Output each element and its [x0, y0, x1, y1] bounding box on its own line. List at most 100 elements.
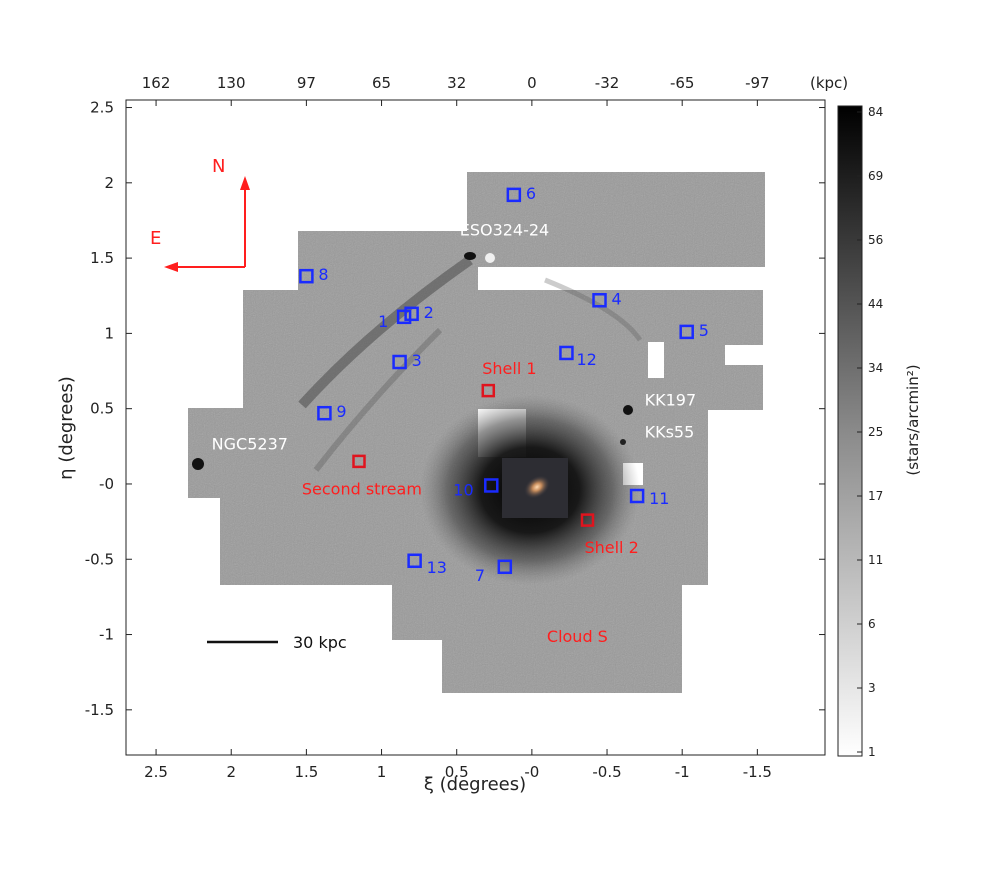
blue-field-box: [317, 405, 332, 421]
x-tick-label: -0.5: [592, 763, 621, 781]
top-tick-label: -65: [670, 74, 695, 92]
blue-field-box: [497, 559, 513, 575]
x-tick-label: -1: [675, 763, 690, 781]
blue-field-box: [299, 268, 314, 284]
masked-region: [648, 342, 664, 378]
y-axis-ticks: 2.5 2 1.5 1 0.5 -0 -0.5 -1 -1.5: [85, 99, 825, 719]
x-tick-label: 1.5: [294, 763, 318, 781]
object-label: ESO324-24: [460, 221, 550, 240]
ngc5237-galaxy: [192, 458, 204, 470]
colorbar-tick-label: 56: [868, 233, 883, 247]
compass-north-label: N: [212, 156, 225, 177]
y-tick-label: 2: [104, 174, 114, 192]
colorbar-tick-label: 11: [868, 553, 883, 567]
main-stream: [298, 255, 473, 409]
colorbar-tick-label: 84: [868, 105, 883, 119]
x-axis-ticks: 2.5 2 1.5 1 0.5 -0 -0.5 -1 -1.5: [144, 100, 772, 781]
feature-label: Cloud S: [547, 627, 608, 646]
colorbar-tick-label: 34: [868, 361, 883, 375]
north-stream: [544, 277, 643, 342]
blue-field-label: 2: [424, 303, 434, 322]
eso324-24-galaxy: [464, 252, 476, 260]
kk197-galaxy: [623, 405, 633, 415]
top-tick-label: 0: [527, 74, 537, 92]
top-tick-label: 32: [447, 74, 466, 92]
top-tick-label: -97: [745, 74, 770, 92]
blue-field-box: [407, 553, 422, 569]
blue-field-box: [506, 187, 522, 203]
x-axis-title: ξ (degrees): [424, 774, 526, 795]
blue-field-label: 10: [453, 480, 473, 499]
blue-field-box: [404, 306, 419, 322]
feature-label: Shell 1: [482, 359, 536, 378]
blue-field-label: 7: [475, 566, 485, 585]
blue-field-label: 8: [318, 265, 328, 284]
masked-region: [725, 345, 765, 365]
blue-field-label: 6: [526, 184, 536, 203]
y-tick-label: -1: [99, 626, 114, 644]
y-tick-label: 2.5: [90, 99, 114, 117]
kks55-galaxy: [620, 439, 626, 445]
colorbar-tick-label: 6: [868, 617, 876, 631]
blue-field-box: [592, 293, 607, 308]
red-fields: [352, 383, 595, 527]
compass-east-label: E: [150, 228, 161, 249]
blue-field-box: [396, 309, 412, 325]
blue-field-box: [559, 345, 574, 361]
eso324-24-star: [485, 253, 495, 263]
colorbar-tick-label: 1: [868, 745, 876, 759]
y-axis-title: η (degrees): [56, 376, 77, 480]
colorbar-title: (stars/arcmin²): [904, 364, 922, 475]
colorbar-tick-label: 44: [868, 297, 883, 311]
white-annotations: ESO324-24 KK197 KKs55 NGC5237: [212, 221, 696, 454]
second-stream: [313, 327, 443, 472]
survey-footprint: [188, 172, 765, 693]
y-tick-label: 0.5: [90, 400, 114, 418]
colorbar-tick-label: 69: [868, 169, 883, 183]
colorbar-tick-label: 17: [868, 489, 883, 503]
blue-field-label: 3: [412, 351, 422, 370]
blue-field-label: 4: [612, 289, 622, 308]
scale-bar-label: 30 kpc: [293, 633, 347, 652]
x-tick-label: -0: [524, 763, 539, 781]
x-tick-label: 2: [226, 763, 236, 781]
blue-field-box: [484, 478, 499, 493]
top-tick-label: 65: [372, 74, 391, 92]
blue-field-label: 13: [427, 558, 447, 577]
top-tick-label: 162: [142, 74, 171, 92]
red-field-box: [352, 454, 366, 469]
red-annotations: Shell 1 Second stream Shell 2 Cloud S: [302, 359, 639, 646]
colorbar-ticks: 84 69 56 44 34 25 17 11 6 3 1: [857, 105, 883, 759]
red-field-box: [481, 383, 496, 398]
blue-field-box: [392, 354, 407, 370]
x-tick-label: 0.5: [445, 763, 469, 781]
y-tick-label: 1.5: [90, 249, 114, 267]
blue-field-label: 5: [699, 321, 709, 340]
colorbar: 84 69 56 44 34 25 17 11 6 3 1 (stars/arcmin²): [837, 105, 922, 759]
top-tick-label: 130: [217, 74, 246, 92]
blue-field-box: [679, 324, 694, 340]
red-field-box: [580, 513, 595, 527]
top-axis-ticks: 162 130 97 65 32 0 -32 -65 -97: [142, 74, 770, 92]
compass: N E: [150, 156, 250, 272]
object-label: NGC5237: [212, 434, 288, 453]
x-tick-label: 1: [377, 763, 387, 781]
colorbar-tick-label: 3: [868, 681, 876, 695]
y-tick-label: -1.5: [85, 701, 114, 719]
blue-field-box: [629, 488, 645, 504]
blue-field-label: 12: [576, 350, 596, 369]
feature-label: Shell 2: [584, 538, 638, 557]
y-tick-label: -0.5: [85, 550, 114, 568]
object-label: KK197: [645, 391, 697, 410]
object-label: KKs55: [645, 422, 695, 441]
x-tick-label: 2.5: [144, 763, 168, 781]
top-tick-label: 97: [297, 74, 316, 92]
blue-field-label: 9: [336, 402, 346, 421]
x-tick-label: -1.5: [743, 763, 772, 781]
colorbar-tick-label: 25: [868, 425, 883, 439]
top-axis-unit: (kpc): [810, 74, 848, 92]
blue-field-label: 1: [378, 312, 388, 331]
central-galaxy: [524, 475, 550, 499]
